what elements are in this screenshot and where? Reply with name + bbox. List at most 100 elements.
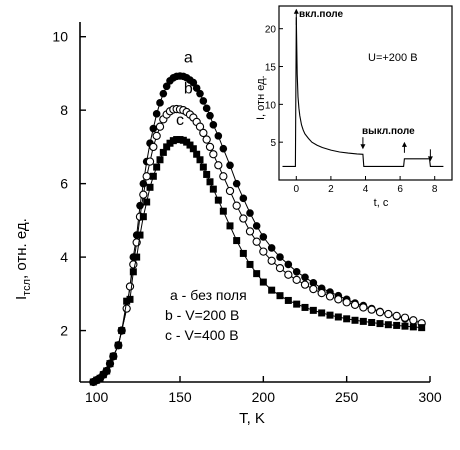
series-a-point	[219, 144, 228, 153]
series-c-point	[233, 237, 241, 245]
inset-x-tick-label: 6	[397, 184, 403, 195]
series-b-point	[155, 122, 165, 131]
series-c-point	[293, 300, 301, 308]
main-y-tick-label: 2	[60, 323, 68, 339]
main-x-tick-label: 150	[168, 389, 192, 405]
inset-arrowhead	[293, 8, 299, 14]
series-c-point	[418, 324, 426, 332]
series-c-point	[209, 185, 217, 193]
series-b-point	[300, 280, 310, 289]
series-label-c: c	[176, 112, 184, 129]
series-a-point	[232, 179, 241, 188]
series-a-point	[276, 253, 284, 261]
series-c-point	[136, 231, 144, 239]
series-a-point	[226, 161, 234, 170]
series-c-point	[246, 260, 254, 268]
series-a-point	[246, 209, 254, 217]
series-c-point	[326, 311, 334, 319]
series-a-point	[189, 78, 198, 87]
series-b-point	[259, 247, 268, 256]
series-c-point	[189, 145, 197, 153]
series-b-point	[199, 128, 208, 138]
main-y-label-units: , отн. ед.	[13, 218, 30, 279]
main-y-label-sub: тсл	[21, 279, 33, 296]
main-y-tick-label: 10	[52, 29, 68, 45]
series-c-point	[156, 156, 164, 164]
main-x-tick-label: 100	[85, 389, 109, 405]
series-c-point	[159, 148, 167, 156]
series-a-point	[284, 260, 293, 269]
series-b-point	[209, 150, 218, 159]
series-label-a: a	[184, 49, 193, 66]
series-b-point	[334, 295, 343, 304]
series-c-point	[109, 352, 117, 360]
series-a-point	[292, 267, 301, 276]
inset-y-tick-label: 10	[265, 100, 277, 111]
legend-line-b: b - V=200 В	[165, 307, 239, 323]
series-c-point	[359, 317, 367, 325]
main-y-label-symbol: I	[13, 296, 30, 300]
series-b-point	[252, 237, 261, 246]
series-c-point	[99, 371, 107, 379]
series-c-point	[203, 170, 211, 178]
series-b-point	[239, 214, 248, 223]
main-x-label: T, K	[239, 410, 265, 427]
series-c-point	[376, 320, 384, 328]
series-a-point	[196, 89, 204, 98]
series-c-point	[146, 183, 154, 191]
series-c-point	[139, 213, 147, 221]
series-b-point	[392, 311, 401, 321]
series-c-point	[143, 198, 151, 206]
svg-text:Iтсл, отн. ед.: Iтсл, отн. ед.	[13, 218, 33, 300]
series-c-point	[106, 360, 114, 368]
series-c-point	[253, 270, 261, 278]
inset-x-tick-label: 4	[363, 184, 369, 195]
series-c-point	[368, 318, 376, 326]
series-c-point	[186, 141, 194, 149]
series-c-point	[284, 296, 292, 304]
series-c-point	[226, 222, 234, 230]
series-a-point	[159, 89, 168, 98]
inset-arrowhead	[427, 156, 433, 162]
series-a-point	[199, 97, 208, 105]
series-c-point	[214, 196, 222, 204]
inset-arrowhead	[401, 141, 407, 147]
series-b-point	[375, 308, 385, 317]
series-a-point	[209, 121, 218, 129]
series-c-point	[334, 313, 342, 321]
series-c-point	[103, 367, 111, 375]
series-b-point	[122, 304, 131, 313]
inset-y-tick-label: 5	[270, 138, 276, 149]
series-b-point	[309, 284, 318, 294]
series-a-point	[149, 124, 158, 133]
series-c-point	[126, 295, 134, 303]
series-c-point	[276, 292, 284, 300]
series-c-point	[199, 163, 207, 171]
series-c-point	[301, 303, 309, 311]
series-c-point	[206, 178, 214, 186]
series-c-point	[239, 249, 247, 257]
series-b-point	[317, 288, 326, 298]
series-c-point	[343, 315, 351, 323]
legend: a - без поля b - V=200 В c - V=400 В	[165, 287, 247, 343]
inset-annot-voltage: U=+200 В	[368, 52, 418, 64]
series-c-point	[318, 309, 326, 317]
inset-x-tick-label: 8	[432, 184, 438, 195]
inset-series-line	[282, 17, 444, 167]
series-c-point	[149, 172, 157, 180]
main-y-label: Iтсл, отн. ед.	[13, 218, 33, 300]
series-c-point	[163, 143, 171, 151]
series-b-point	[325, 292, 335, 301]
inset-x-tick-label: 2	[328, 184, 334, 195]
series-a-point	[239, 194, 248, 203]
series-c-point	[409, 323, 417, 331]
series-b-point	[245, 227, 255, 236]
series-b-point	[350, 300, 360, 310]
series-a-point	[206, 111, 214, 120]
legend-line-a: a - без поля	[170, 287, 247, 303]
series-b-point	[409, 316, 418, 325]
series-b-point	[149, 142, 158, 152]
series-c-point	[133, 253, 141, 261]
